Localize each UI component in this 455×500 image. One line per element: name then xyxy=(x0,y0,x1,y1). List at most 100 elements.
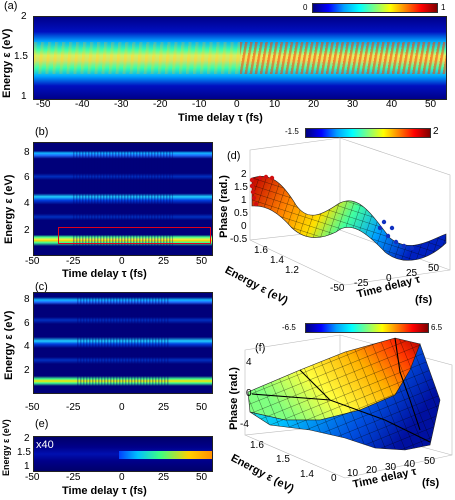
panel-a-xticks: -50 -40 -30 -20 -10 0 10 20 30 40 50 xyxy=(33,100,445,112)
panel-a-xtick: -20 xyxy=(153,99,168,110)
panel-c-ytick: 2 xyxy=(24,365,30,376)
panel-f-label: (f) xyxy=(255,342,266,354)
panel-d-ztick: 2 xyxy=(241,169,247,180)
panel-e-ytick: 1 xyxy=(24,461,30,472)
panel-f-energy-tick: 1.6 xyxy=(250,440,264,451)
panel-a-ytick: 1.5 xyxy=(14,51,28,62)
panel-f-ztick: -4 xyxy=(240,419,249,430)
panel-f-energy-tick: 1.4 xyxy=(300,469,314,480)
panel-b-xtick: 50 xyxy=(196,256,208,267)
panel-e-xtick: 25 xyxy=(158,472,170,483)
panel-e-label: (e) xyxy=(35,418,49,430)
panel-c-spectrogram xyxy=(33,292,213,394)
panel-d-label: (d) xyxy=(227,150,241,162)
panel-e-xlabel: Time delay τ (fs) xyxy=(62,485,147,497)
panel-d-time-tick: -50 xyxy=(330,283,345,294)
panel-a-xtick: -40 xyxy=(75,99,90,110)
panel-a-xtick: -10 xyxy=(192,99,207,110)
panel-a-xtick: -30 xyxy=(114,99,129,110)
panel-f-zlabel: Phase (rad.) xyxy=(228,367,240,430)
panel-a-xtick: 0 xyxy=(234,99,240,110)
panel-e-spectrogram: x40 xyxy=(33,436,213,472)
panel-f-colorbar xyxy=(305,323,429,333)
panel-a-fringes-left xyxy=(34,41,240,75)
panel-b-ytick: 2 xyxy=(24,225,30,236)
panel-d-red-markers xyxy=(249,174,275,207)
panel-f-time-tick: 50 xyxy=(424,456,436,467)
panel-f-highlight-lines xyxy=(251,337,431,443)
panel-d-time-tick: 25 xyxy=(406,268,418,279)
panel-d-colorbar-max: 2 xyxy=(433,126,439,137)
panel-b-ytick: 8 xyxy=(24,147,30,158)
panel-c-xtick: 50 xyxy=(196,402,208,413)
panel-d-colorbar xyxy=(305,128,431,138)
panel-d-time-tick: 50 xyxy=(428,263,440,274)
panel-f-time-tick: 0 xyxy=(331,473,337,484)
panel-c-xtick: -25 xyxy=(66,402,81,413)
panel-a-ytick: 2 xyxy=(21,11,27,22)
panel-d-ztick: 1.5 xyxy=(234,182,248,193)
panel-a-xtick: 20 xyxy=(308,99,320,110)
panel-f-time-tick: 40 xyxy=(404,459,416,470)
panel-b-label: (b) xyxy=(35,126,49,138)
panel-d-time-tick: -25 xyxy=(354,278,369,289)
panel-d-energy-tick: 1.2 xyxy=(285,265,299,276)
panel-f-ztick: 4 xyxy=(246,357,252,368)
panel-a-colorbar-max: 1 xyxy=(441,3,446,12)
panel-b-highlight-box xyxy=(58,227,211,244)
panel-c-ytick: 8 xyxy=(24,294,30,305)
panel-d-ztick: -0.5 xyxy=(230,234,248,245)
panel-a-label: (a) xyxy=(4,0,18,12)
panel-a-colorbar-min: 0 xyxy=(303,3,308,12)
panel-b-xtick: 0 xyxy=(119,256,125,267)
panel-c-xtick: 0 xyxy=(119,402,125,413)
panel-c-ytick: 6 xyxy=(24,318,30,329)
panel-a-colorbar xyxy=(312,3,438,13)
panel-e-xtick: 50 xyxy=(196,472,208,483)
panel-c-xtick: -50 xyxy=(25,402,40,413)
panel-d-time-tick: 0 xyxy=(386,273,392,284)
panel-e-signal-band xyxy=(119,451,212,460)
panel-a-xlabel: Time delay τ (fs) xyxy=(178,112,263,124)
panel-d-energy-tick: 1.4 xyxy=(270,255,284,266)
panel-f-time-unit: (fs) xyxy=(422,477,440,489)
panel-b-ytick: 4 xyxy=(24,198,30,209)
panel-f-time-tick: 10 xyxy=(347,468,359,479)
panel-f-ztick: 0 xyxy=(246,388,252,399)
panel-d-ztick: 0.5 xyxy=(234,208,248,219)
panel-f-mesh xyxy=(248,338,440,450)
panel-e-ytick: 2 xyxy=(24,433,30,444)
panel-d-blue-markers xyxy=(377,219,415,251)
panel-d-ztick: 0 xyxy=(241,221,247,232)
panel-b-xlabel: Time delay τ (fs) xyxy=(62,268,147,280)
panel-a-xtick: -50 xyxy=(36,99,51,110)
panel-c-fringes xyxy=(76,293,170,393)
panel-b-ytick: 6 xyxy=(24,172,30,183)
panel-d-time-unit: (fs) xyxy=(415,294,433,306)
panel-c-label: (c) xyxy=(35,281,48,293)
panel-d-colorbar-min: -1.5 xyxy=(285,127,299,136)
panel-e-xtick: 0 xyxy=(119,472,125,483)
panel-e-ytick: 1.5 xyxy=(17,447,31,458)
panel-f-energy-tick: 1.5 xyxy=(276,454,290,465)
panel-c-ytick: 4 xyxy=(24,341,30,352)
panel-a-xtick: 40 xyxy=(386,99,398,110)
panel-f-time-tick: 20 xyxy=(366,465,378,476)
panel-a-xtick: 30 xyxy=(347,99,359,110)
panel-a-spectrogram xyxy=(33,16,447,100)
panel-a-fringes xyxy=(240,41,446,75)
panel-e-xtick: -50 xyxy=(25,472,40,483)
panel-d-mesh xyxy=(252,176,446,261)
panel-d-energy-tick: 1.6 xyxy=(254,245,268,256)
panel-d-ztick: 1 xyxy=(241,195,247,206)
panel-b-fringes xyxy=(73,143,173,255)
panel-b-xtick: -50 xyxy=(25,256,40,267)
panel-e-xtick: -25 xyxy=(66,472,81,483)
panel-c-xtick: 25 xyxy=(158,402,170,413)
panel-b-xtick: -25 xyxy=(66,256,81,267)
panel-e-annotation: x40 xyxy=(36,439,54,451)
panel-b-spectrogram xyxy=(33,142,213,256)
panel-b-xtick: 25 xyxy=(158,256,170,267)
